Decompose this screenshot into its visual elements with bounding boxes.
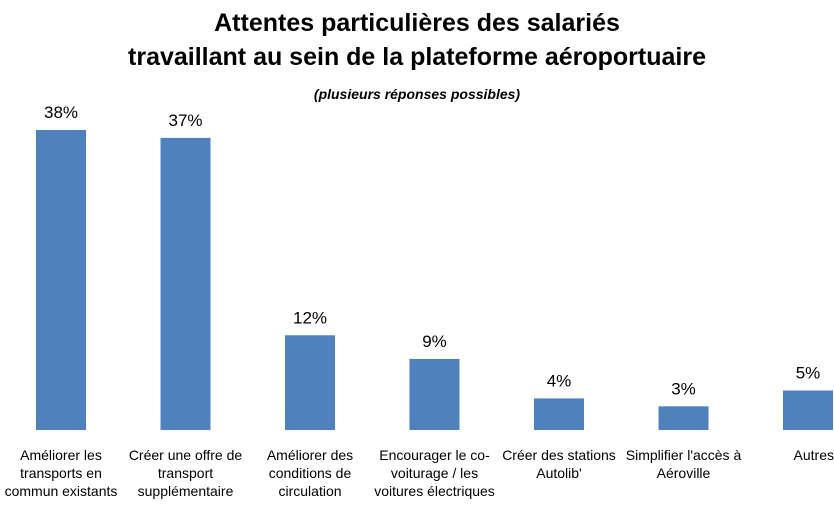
bar — [36, 130, 86, 430]
x-tick-label: Améliorer des conditions de circulation — [266, 447, 354, 499]
bar — [658, 406, 709, 430]
bar — [160, 137, 211, 431]
bar — [409, 358, 460, 430]
x-tick-label: Améliorer les transports en commun exist… — [4, 447, 118, 499]
value-label: 3% — [671, 379, 696, 398]
x-tick-label: Encourager le co-voiturage / les voiture… — [374, 447, 495, 499]
x-tick-label: Créer une offre de transport supplémenta… — [128, 447, 243, 499]
value-label: 4% — [547, 371, 572, 390]
x-tick-label: Créer des stations Autolib' — [502, 447, 616, 481]
x-tick-label: Simplifier l'accès à Aéroville — [625, 447, 742, 481]
chart-subtitle: (plusieurs réponses possibles) — [313, 86, 521, 102]
bar — [783, 390, 833, 430]
value-label: 9% — [422, 332, 447, 351]
chart-title: Attentes particulières des salariés trav… — [128, 9, 706, 71]
value-label: 12% — [293, 308, 327, 327]
value-label: 38% — [44, 103, 78, 122]
bar — [285, 335, 335, 430]
bar — [534, 398, 584, 430]
value-label: 5% — [796, 364, 821, 383]
x-tick-label: Autres — [793, 447, 834, 463]
value-label: 37% — [168, 111, 202, 130]
